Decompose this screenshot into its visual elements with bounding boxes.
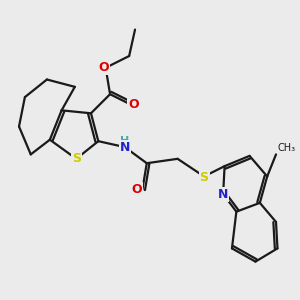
Text: N: N bbox=[218, 188, 228, 201]
Text: O: O bbox=[128, 98, 139, 111]
Text: S: S bbox=[72, 152, 81, 165]
Text: S: S bbox=[200, 171, 208, 184]
Text: N: N bbox=[120, 141, 130, 154]
Text: H: H bbox=[120, 136, 129, 146]
Text: O: O bbox=[99, 61, 110, 74]
Text: O: O bbox=[132, 183, 142, 196]
Text: CH₃: CH₃ bbox=[278, 143, 296, 153]
